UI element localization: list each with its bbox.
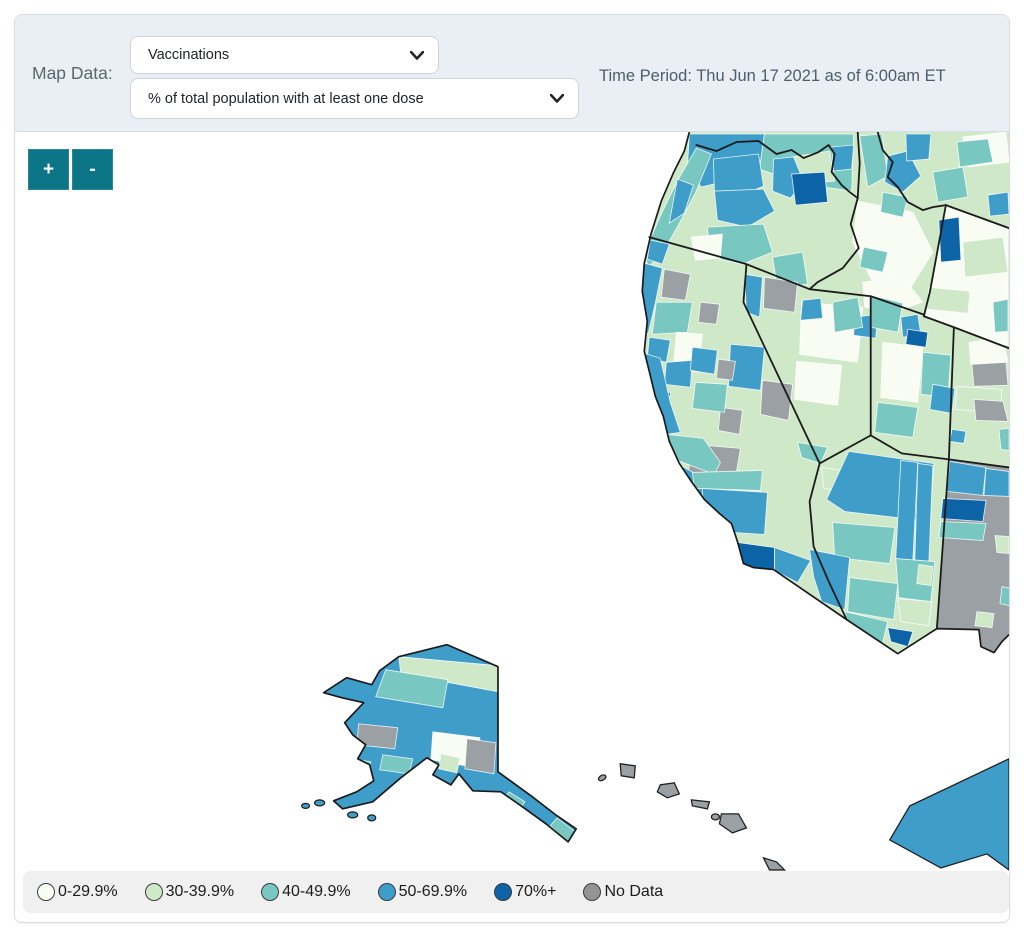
- aleutian-islands: [300, 799, 377, 822]
- map-data-type-value: Vaccinations: [148, 47, 230, 63]
- state-oregon-counties: [643, 147, 829, 289]
- legend-label: 40-49.9%: [282, 883, 351, 900]
- map-canvas[interactable]: [15, 132, 1009, 922]
- legend-swatch-40-49: [261, 883, 280, 901]
- state-new-mexico-counties: [936, 460, 1009, 653]
- map-card: Map Data: Vaccinations % of total popula…: [14, 14, 1010, 923]
- zoom-in-button[interactable]: +: [28, 149, 69, 190]
- time-period-text: Time Period: Thu Jun 17 2021 as of 6:00a…: [599, 67, 946, 85]
- chevron-down-icon: [410, 50, 438, 60]
- map-legend: 0-29.9% 30-39.9% 40-49.9% 50-69.9% 70%+: [23, 871, 1009, 913]
- legend-item: 40-49.9%: [261, 883, 351, 901]
- legend-label: 30-39.9%: [165, 883, 235, 900]
- chevron-down-icon: [550, 94, 578, 103]
- legend-item: 50-69.9%: [377, 883, 468, 901]
- legend-swatch-50-69: [377, 883, 396, 901]
- map-header: Map Data: Vaccinations % of total popula…: [15, 15, 1009, 132]
- legend-label: 70%+: [515, 883, 557, 900]
- legend-label: No Data: [604, 883, 664, 900]
- state-arizona-counties: [809, 450, 936, 648]
- legend-label: 50-69.9%: [398, 883, 468, 900]
- zoom-controls: + -: [28, 149, 113, 190]
- legend-item: 0-29.9%: [37, 883, 118, 901]
- map-data-type-select[interactable]: Vaccinations: [130, 36, 439, 74]
- legend-swatch-0-29: [37, 883, 55, 901]
- coastline: [641, 132, 1009, 655]
- legend-swatch-30-39: [144, 883, 163, 901]
- state-borders: [648, 132, 1009, 630]
- alaska-counties: [323, 644, 577, 842]
- state-california-counties: [642, 239, 812, 584]
- legend-item: 70%+: [494, 883, 556, 901]
- map-data-label: Map Data:: [32, 63, 113, 83]
- mainland-counties: [642, 132, 1009, 654]
- zoom-out-button[interactable]: -: [72, 149, 113, 190]
- map-metric-select[interactable]: % of total population with at least one …: [130, 78, 579, 119]
- legend-label: 0-29.9%: [58, 883, 118, 900]
- state-utah-counties: [870, 294, 956, 438]
- state-colorado-counties: [949, 336, 1009, 451]
- alaska-outline: [322, 643, 577, 843]
- map-area: + - 0-29.9% 30-39.9% 40-49.9%: [15, 132, 1009, 922]
- hawaii-islands: [597, 758, 1009, 871]
- legend-item: 30-39.9%: [144, 883, 235, 901]
- legend-item: No Data: [583, 883, 663, 901]
- legend-swatch-70-plus: [494, 883, 513, 901]
- state-montana-counties: [905, 132, 1009, 217]
- hawaii-big-island: [888, 758, 1009, 871]
- map-metric-value: % of total population with at least one …: [148, 90, 424, 107]
- legend-swatch-no-data: [583, 883, 602, 901]
